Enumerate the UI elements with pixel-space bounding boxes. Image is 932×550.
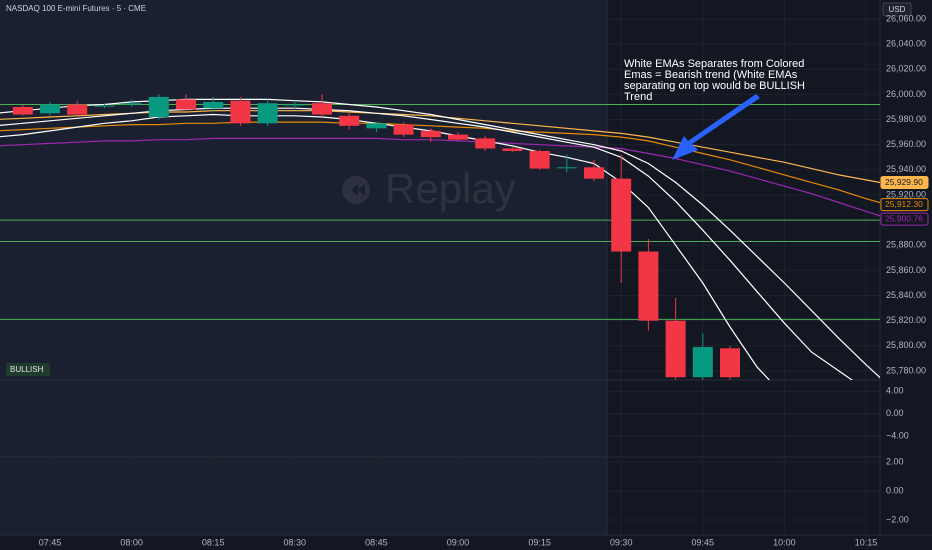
price-label: 25,900.76 <box>885 213 923 223</box>
y-tick-label: 0.00 <box>886 408 904 418</box>
candle-body <box>339 115 360 126</box>
currency: USD <box>889 5 906 14</box>
watermark-icon <box>351 184 365 196</box>
price-label-box <box>880 198 929 212</box>
candle-body <box>556 167 577 169</box>
watermark: Replay <box>385 165 516 212</box>
y-tick-label: 25,820.00 <box>886 315 926 325</box>
badge: BULLISH <box>10 365 44 374</box>
y-tick-label: 25,960.00 <box>886 139 926 149</box>
annotation-text: separating on top would be BULLISH <box>624 80 805 92</box>
x-tick-label: 08:45 <box>365 537 388 547</box>
price-label-box <box>880 176 929 190</box>
candle-body <box>230 100 251 124</box>
x-tick-label: 07:45 <box>39 537 62 547</box>
x-tick-label: 08:30 <box>284 537 307 547</box>
candle-body <box>420 130 441 138</box>
y-tick-label: 25,840.00 <box>886 290 926 300</box>
ema-line <box>0 137 880 217</box>
x-tick-label: 09:15 <box>528 537 551 547</box>
x-tick-label: 09:00 <box>447 537 470 547</box>
annotation-arrow <box>672 94 760 160</box>
y-tick-label: 25,780.00 <box>886 365 926 375</box>
candle-body <box>257 103 278 124</box>
candle-body <box>67 104 88 115</box>
y-tick-label: 0.00 <box>886 485 904 495</box>
y-tick-label: 26,000.00 <box>886 89 926 99</box>
ema-line <box>0 121 880 204</box>
candle-body <box>284 104 305 106</box>
x-tick-label: 09:30 <box>610 537 633 547</box>
y-tick-label: 25,920.00 <box>886 189 926 199</box>
x-tick-label: 09:45 <box>692 537 715 547</box>
y-tick-label: 26,060.00 <box>886 13 926 23</box>
candle-body <box>393 124 414 135</box>
ema-line <box>0 98 880 379</box>
candle-body <box>203 101 224 109</box>
candle-body <box>529 150 550 169</box>
candle-body <box>312 103 332 115</box>
candle-body <box>638 251 659 321</box>
annotation-text: Emas = Bearish trend (White EMAs <box>624 69 798 81</box>
badge-bg <box>6 363 50 376</box>
candle-body <box>611 178 632 252</box>
candle-body <box>148 96 169 118</box>
x-tick-label: 10:15 <box>855 537 878 547</box>
candle-body <box>692 347 713 378</box>
price-label: 25,912.30 <box>885 199 923 209</box>
candle-body <box>584 167 604 179</box>
replay-shade <box>0 0 607 535</box>
candle-body <box>720 348 740 378</box>
y-tick-label: 25,980.00 <box>886 114 926 124</box>
price-label: 25,929.90 <box>885 177 923 187</box>
ema-line <box>0 113 771 380</box>
y-tick-label: 4.00 <box>886 386 904 396</box>
chart-title: NASDAQ 100 E-mini Futures · 5 · CME <box>6 4 146 13</box>
candle-body <box>665 320 686 378</box>
y-tick-label: 26,020.00 <box>886 64 926 74</box>
candle-body <box>40 104 60 114</box>
candle-body <box>502 148 523 151</box>
candle-body <box>121 103 142 105</box>
x-tick-label: 08:15 <box>202 537 225 547</box>
y-tick-label: 2.00 <box>886 456 904 466</box>
candle-body <box>448 134 468 140</box>
price-label-box <box>880 212 929 226</box>
candle-body <box>12 106 33 115</box>
x-tick-label: 10:00 <box>773 537 796 547</box>
annotation-text: White EMAs Separates from Colored <box>624 58 804 70</box>
candle-body <box>94 105 115 107</box>
currency-box <box>882 2 912 17</box>
annotation-text: Trend <box>624 91 652 103</box>
y-tick-label: 25,800.00 <box>886 340 926 350</box>
candle-body <box>475 138 496 149</box>
y-tick-label: 25,880.00 <box>886 240 926 250</box>
y-tick-label: 26,040.00 <box>886 38 926 48</box>
ema-line <box>0 107 853 380</box>
candle-body <box>366 123 387 129</box>
candle-body <box>176 99 196 110</box>
y-tick-label: 25,860.00 <box>886 265 926 275</box>
y-tick-label: −2.00 <box>886 514 909 524</box>
y-tick-label: 25,940.00 <box>886 164 926 174</box>
x-tick-label: 08:00 <box>120 537 143 547</box>
y-tick-label: −4.00 <box>886 431 909 441</box>
